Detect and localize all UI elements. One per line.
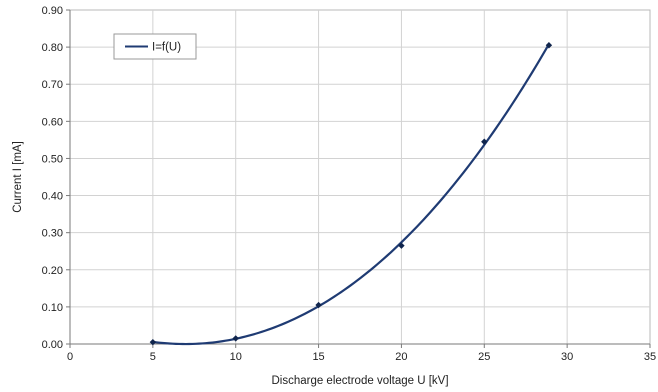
grid	[70, 10, 650, 344]
x-tick-label: 20	[395, 351, 407, 363]
tick-labels: 0 5 10 15 20 25 30 35 0.00 0.10 0.20 0.30 0.40 0.50 0.…	[42, 5, 657, 363]
plot-area	[69, 9, 651, 345]
y-tick-label: 0.70	[42, 79, 63, 91]
data-point	[315, 301, 322, 309]
y-tick-label: 0.20	[42, 265, 63, 277]
legend: I=f(U)	[113, 33, 197, 60]
x-tick-label: 15	[312, 351, 324, 363]
data-point	[545, 42, 553, 49]
y-tick-label: 0.00	[42, 339, 63, 351]
y-tick-label: 0.40	[42, 191, 63, 203]
y-tick-label: 0.80	[42, 42, 63, 54]
data-point	[398, 242, 405, 249]
x-tick-label: 10	[230, 351, 242, 363]
x-tick-label: 25	[478, 351, 490, 363]
trendline-path	[152, 43, 550, 346]
y-axis-title: Current I [mA]	[12, 141, 24, 213]
data-point	[149, 338, 157, 346]
y-tick-label: 0.30	[42, 228, 63, 240]
data-point	[481, 138, 488, 145]
x-tick-label: 0	[67, 351, 73, 363]
y-tick-label: 0.10	[42, 302, 63, 314]
x-tick-label: 5	[150, 351, 156, 363]
x-axis-title: Discharge electrode voltage U [kV]	[271, 375, 448, 387]
y-tick-label: 0.50	[42, 153, 63, 165]
y-tick-label: 0.90	[42, 5, 63, 17]
data-point	[232, 335, 239, 342]
series-layer	[149, 42, 553, 346]
legend-label: I=f(U)	[152, 42, 181, 54]
x-tick-label: 35	[644, 351, 656, 363]
y-tick-label: 0.60	[42, 116, 63, 128]
x-tick-label: 30	[561, 351, 573, 363]
